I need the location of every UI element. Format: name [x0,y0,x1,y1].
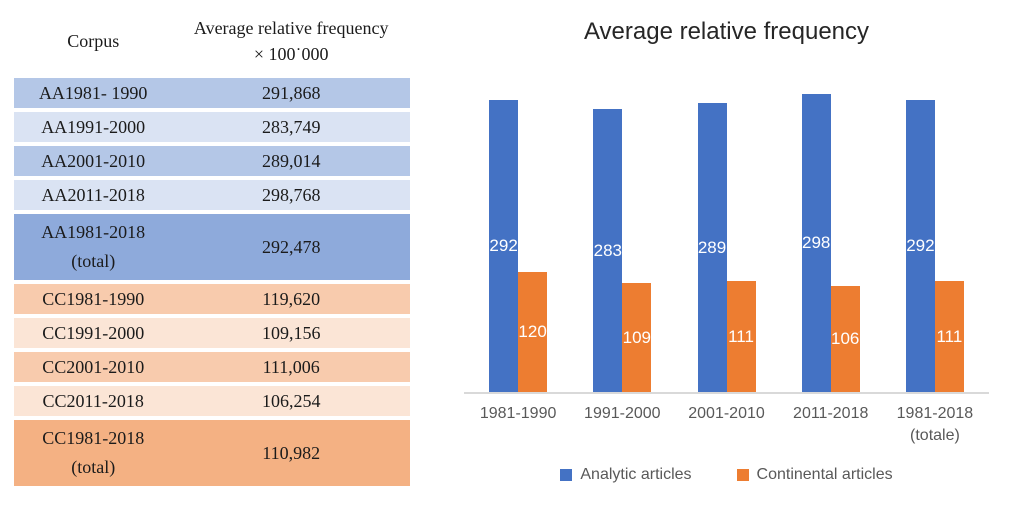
continental-articles-bar: 111 [726,281,756,392]
corpus-cell: AA1981- 1990 [14,78,172,108]
corpus-cell: AA2001-2010 [14,146,172,176]
frequency-header-line1: Average relative frequency [193,18,389,38]
table-row: CC1981-1990 119,620 [14,284,410,314]
bar-value-label: 111 [728,326,754,346]
analytic-articles-bar: 283 [593,109,623,392]
bar-group: 298 106 [779,92,883,392]
table-row: AA2001-2010 289,014 [14,146,410,176]
bar-group: 292 120 [466,92,570,392]
bar-value-label: 292 [906,236,935,255]
bar-value-label: 283 [593,240,622,260]
legend-label: Continental articles [756,466,893,483]
corpus-cell: CC2001-2010 [14,352,172,382]
bar-group: 283 109 [570,92,674,392]
bar-value-label: 289 [697,237,727,257]
bar-pair: 292 120 [489,100,548,392]
bar-group: 292 111 [883,92,987,392]
corpus-cell: AA2011-2018 [14,180,172,210]
bar-value-label: 292 [489,236,518,255]
corpus-name: CC2011-2018 [42,390,144,411]
frequency-column-header: Average relative frequency × 100˙000 [172,8,410,74]
continental-articles-bar: 111 [934,281,964,392]
corpus-name: CC1991-2000 [42,322,145,343]
corpus-name: AA2011-2018 [41,184,145,205]
table-row: AA1981-2018 (total) 292,478 [14,214,410,280]
analytic-articles-bar: 292 [905,100,935,392]
continental-articles-bar: 109 [622,283,652,392]
value-cell: 289,014 [261,150,321,171]
chart-title: Average relative frequency [583,18,870,45]
corpus-cell: CC1991-2000 [14,318,172,348]
value-cell: 111,006 [262,356,320,377]
corpus-name: AA2001-2010 [41,150,146,171]
continental-articles-bar: 120 [518,272,548,392]
corpus-name: AA1981- 1990 [38,82,148,103]
bar-group: 289 111 [674,92,778,392]
x-axis-label: 1991-2000 [584,405,661,422]
x-axis-line [464,392,989,394]
corpus-name: AA1981-2018 [41,222,146,242]
x-axis-label: 2011-2018 [793,405,869,422]
bar-pair: 292 111 [905,100,964,392]
bar-value-label: 298 [802,233,831,252]
corpus-name: CC2001-2010 [42,356,145,377]
value-cell: 119,620 [262,288,321,309]
corpus-cell: AA1981-2018 (total) [14,214,172,280]
corpus-name: AA1991-2000 [41,116,146,137]
corpus-total-note: (total) [71,457,116,477]
corpus-cell: CC1981-1990 [14,284,172,314]
corpus-total-note: (total) [71,251,116,271]
value-cell: 283,749 [261,116,321,137]
table-body: AA1981- 1990 291,868 AA1991-2000 283,749… [14,78,410,486]
analytic-articles-bar: 292 [489,100,519,392]
bar-value-label: 111 [936,326,963,346]
value-cell: 298,768 [261,184,321,205]
legend-item: Continental articles [736,466,893,484]
corpus-name: CC1981-2018 [42,428,145,448]
legend-item: Analytic articles [560,466,692,484]
x-axis-label: 1981-1990 [479,405,557,422]
frequency-header-line2: × 100˙000 [253,44,329,64]
table-row: CC2001-2010 111,006 [14,352,410,382]
corpus-name: CC1981-1990 [42,288,145,309]
bar-value-label: 109 [622,327,651,347]
continental-articles-bar: 106 [830,286,860,392]
value-cell: 291,868 [261,82,321,103]
x-axis-label: 2001-2010 [688,405,765,422]
corpus-column-header: Corpus [67,30,120,51]
legend: Analytic articles Continental articles [466,466,987,484]
analytic-articles-bar: 298 [801,94,831,392]
corpus-cell: CC1981-2018 (total) [14,420,172,486]
bar-pair: 298 106 [801,94,860,392]
corpus-frequency-table: Corpus Average relative frequency × 100˙… [14,8,410,486]
bar-value-label: 106 [831,329,860,348]
legend-swatch-icon [560,469,573,481]
table-row: AA1991-2000 283,749 [14,112,410,142]
value-cell: 109,156 [261,322,321,343]
table-row: CC1991-2000 109,156 [14,318,410,348]
analytic-articles-bar: 289 [697,103,727,392]
corpus-cell: CC2011-2018 [14,386,172,416]
bar-pair: 289 111 [697,103,756,392]
table-row: CC2011-2018 106,254 [14,386,410,416]
value-cell: 106,254 [261,390,321,411]
table-header: Corpus Average relative frequency × 100˙… [14,8,410,74]
bar-chart: Average relative frequency 292 120 283 1… [440,0,1024,520]
bar-value-label: 120 [518,322,547,341]
value-cell: 110,982 [262,442,321,463]
plot-area: 292 120 283 109 289 111 [466,92,987,392]
x-axis-label: 1981-2018 (totale) [896,405,974,444]
corpus-cell: AA1991-2000 [14,112,172,142]
table-row: AA2011-2018 298,768 [14,180,410,210]
table-row: CC1981-2018 (total) 110,982 [14,420,410,486]
x-axis-labels: 1981-1990 1991-2000 2001-2010 2011-2018 … [466,403,987,447]
table-row: AA1981- 1990 291,868 [14,78,410,108]
legend-label: Analytic articles [580,466,692,483]
value-cell: 292,478 [261,236,321,257]
bar-pair: 283 109 [593,109,652,392]
legend-swatch-icon [736,469,749,481]
